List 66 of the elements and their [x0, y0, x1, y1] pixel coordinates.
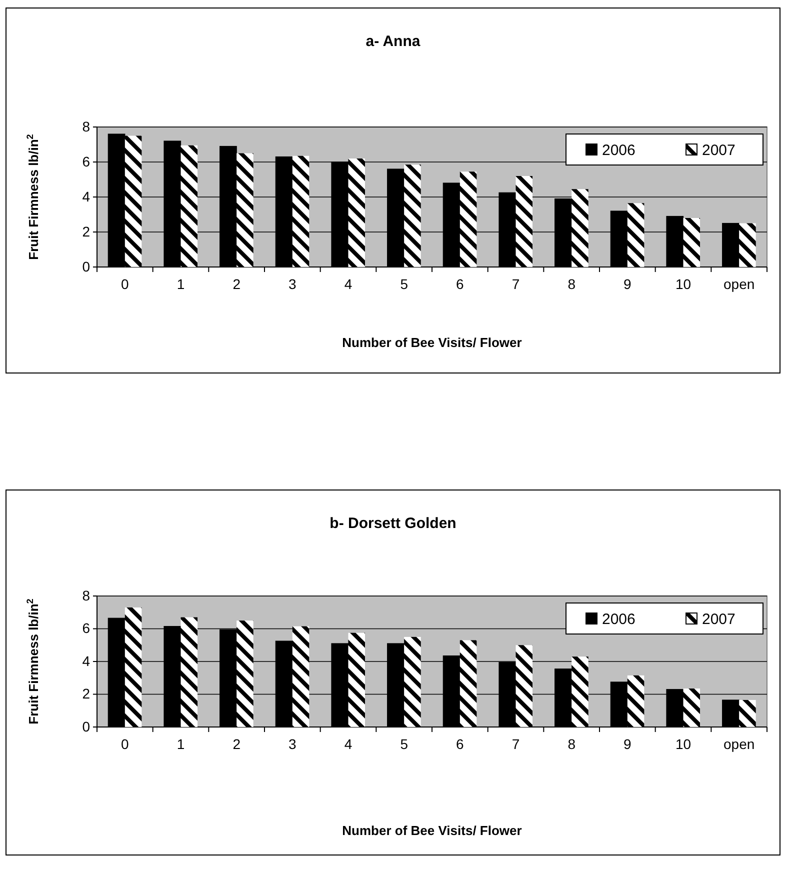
bar: [683, 688, 700, 727]
y-tick-label: 8: [82, 118, 90, 134]
x-tick-label: 2: [232, 736, 241, 752]
x-tick-label: 10: [675, 736, 692, 752]
bar: [348, 632, 365, 727]
y-tick-label: 4: [82, 652, 90, 669]
chart-title: a- Anna: [366, 33, 421, 50]
y-tick-label: 2: [82, 223, 90, 240]
y-tick-label: 2: [82, 686, 90, 702]
x-tick-label: 10: [675, 276, 692, 292]
bar: [180, 145, 198, 267]
x-tick-label: 5: [400, 276, 408, 292]
legend-label: 2006: [602, 611, 636, 628]
bar: [348, 158, 365, 267]
bar: [180, 617, 198, 727]
x-axis-title: Number of Bee Visits/ Flower: [342, 335, 522, 350]
bar: [683, 218, 700, 267]
bar: [460, 640, 477, 727]
chart-title: b- Dorsett Golden: [330, 515, 456, 532]
x-tick-label: 8: [568, 276, 576, 292]
y-tick-label: 0: [82, 258, 90, 274]
bar: [404, 636, 421, 727]
bar: [627, 675, 644, 727]
legend-label: 2006: [602, 142, 636, 159]
bar: [124, 136, 142, 267]
bar: [236, 620, 254, 727]
bar: [124, 607, 142, 727]
y-tick-label: 0: [82, 718, 90, 734]
x-tick-label: 9: [624, 276, 632, 292]
x-tick-label: open: [724, 736, 755, 752]
bar: [572, 189, 588, 267]
x-tick-label: 6: [456, 736, 464, 752]
legend-label: 2007: [702, 611, 736, 628]
x-tick-label: 9: [624, 736, 632, 752]
x-tick-label: 1: [176, 736, 185, 752]
x-tick-label: 2: [232, 276, 241, 292]
x-tick-label: 6: [456, 276, 464, 292]
x-tick-label: 3: [288, 276, 297, 292]
bar: [236, 153, 254, 267]
x-tick-label: 0: [121, 736, 130, 752]
legend-label: 2007: [702, 142, 736, 159]
x-tick-label: open: [724, 276, 755, 292]
bar: [460, 172, 477, 267]
x-tick-label: 5: [400, 736, 408, 752]
bar: [404, 164, 421, 267]
x-tick-label: 0: [121, 276, 130, 292]
bar: [739, 223, 756, 267]
y-tick-label: 6: [82, 153, 90, 170]
y-tick-label: 6: [82, 620, 90, 636]
bar: [572, 656, 588, 727]
x-tick-label: 3: [288, 736, 297, 752]
bar: [516, 176, 532, 267]
bar: [516, 645, 532, 727]
y-tick-label: 4: [82, 188, 90, 204]
x-axis-title: Number of Bee Visits/ Flower: [342, 823, 522, 838]
bar: [292, 156, 310, 267]
x-tick-label: 4: [344, 736, 352, 752]
x-tick-label: 4: [344, 276, 352, 292]
x-tick-label: 1: [176, 276, 185, 292]
bar: [292, 626, 310, 727]
bar: [739, 700, 756, 727]
x-tick-label: 7: [512, 276, 520, 292]
bar: [627, 203, 644, 267]
x-tick-label: 7: [512, 736, 520, 752]
y-tick-label: 8: [82, 587, 90, 604]
x-tick-label: 8: [568, 736, 576, 752]
